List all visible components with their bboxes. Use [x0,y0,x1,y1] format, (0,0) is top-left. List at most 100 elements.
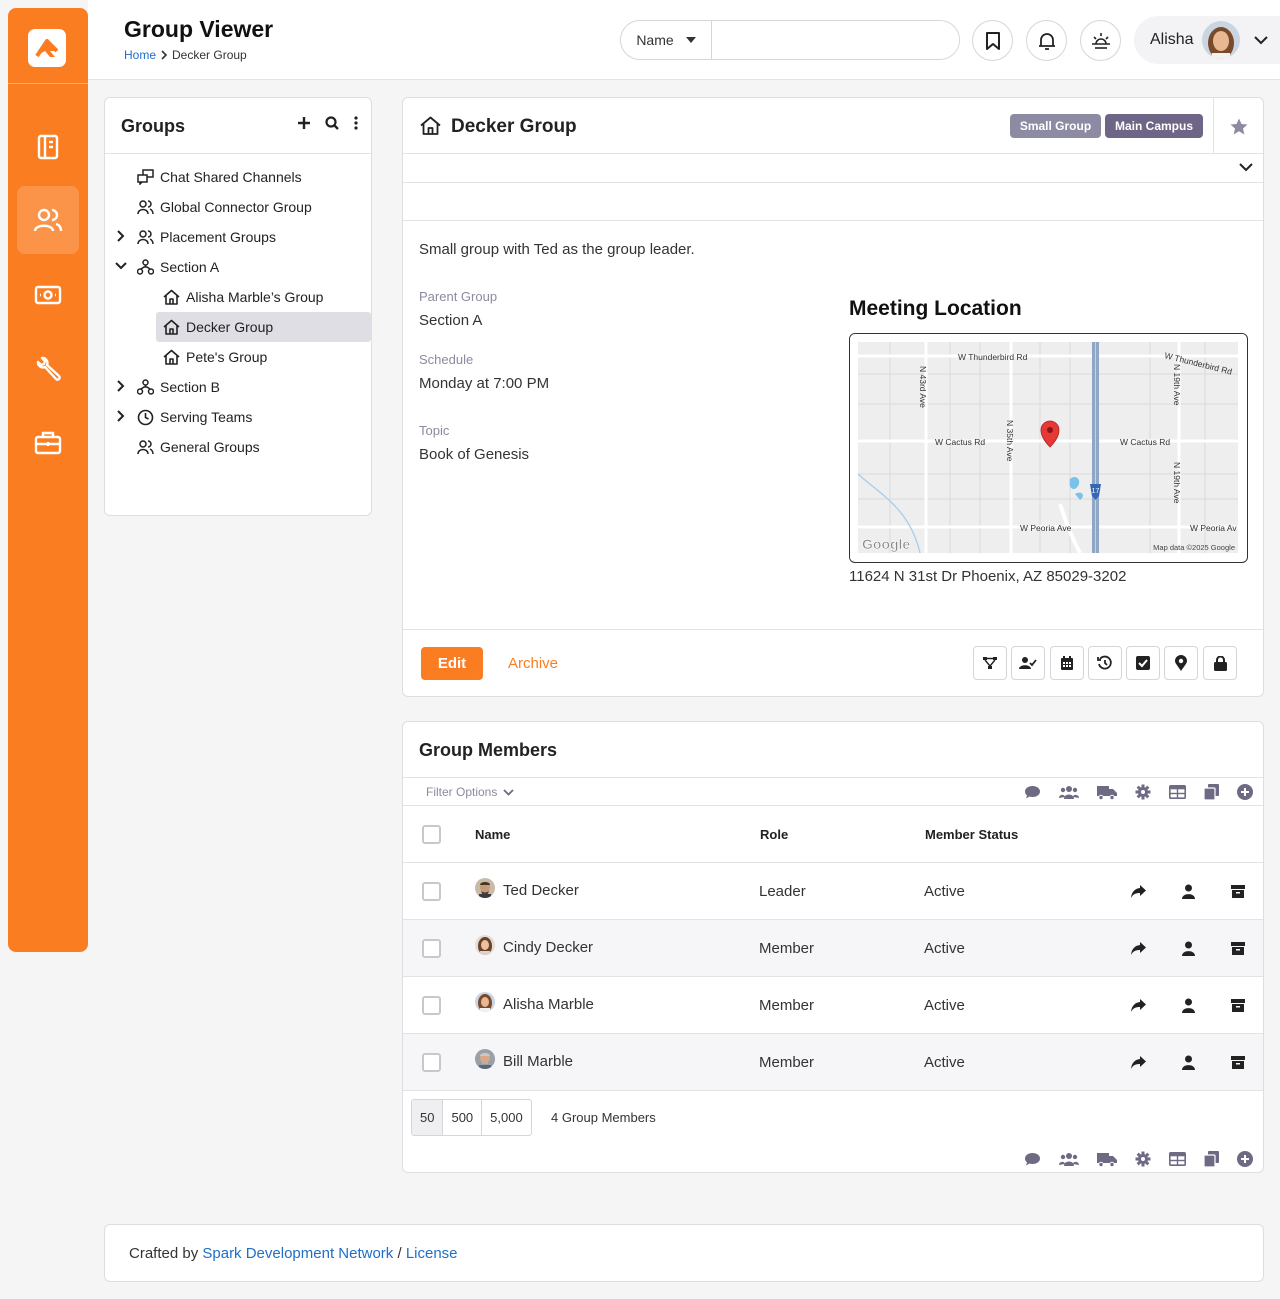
group-requirements-button[interactable] [1126,646,1160,680]
group-security-button[interactable] [1203,646,1237,680]
bookmark-button[interactable] [972,20,1013,61]
chevron-right-icon[interactable] [114,409,128,423]
lock-icon [1213,655,1227,671]
star-icon [1230,118,1247,134]
group-map-button[interactable] [973,646,1007,680]
cog-icon[interactable] [1135,1151,1151,1167]
cog-icon[interactable] [1135,784,1151,800]
finance-icon [34,285,62,305]
member-name[interactable]: Cindy Decker [503,939,594,956]
plus-circle-icon[interactable] [1237,784,1253,800]
search-icon[interactable] [325,116,339,130]
footer-link-license[interactable]: License [405,1245,458,1262]
row-checkbox[interactable] [422,1053,441,1072]
map-label-thunderbird: W Thunderbird Rd [958,352,1028,362]
user-icon [1181,998,1195,1013]
copy-icon[interactable] [1204,1151,1219,1167]
member-status: Active [924,1054,965,1071]
page-size-500[interactable]: 500 [443,1100,483,1135]
plus-circle-icon[interactable] [1237,1151,1253,1167]
member-name[interactable]: Bill Marble [503,1053,574,1070]
table-icon[interactable] [1169,785,1186,799]
truck-icon[interactable] [1097,785,1117,800]
tree-item-global-connector-group[interactable]: Global Connector Group [136,193,312,221]
search-input[interactable] [712,21,959,59]
row-checkbox[interactable] [422,882,441,901]
chevron-right-icon[interactable] [114,379,128,393]
move-member-button[interactable] [1129,996,1147,1014]
table-row[interactable]: Bill Marble Member Active [403,1034,1263,1091]
row-checkbox[interactable] [422,996,441,1015]
user-menu[interactable]: Alisha [1134,16,1280,64]
copy-icon[interactable] [1204,784,1219,800]
search-type-dropdown[interactable]: Name [621,21,712,59]
group-attendance-button[interactable] [1011,646,1045,680]
filter-options-toggle[interactable]: Filter Options [426,785,514,799]
move-member-button[interactable] [1129,882,1147,900]
group-history-button[interactable] [1088,646,1122,680]
users-icon[interactable] [1059,785,1079,799]
tree-item-decker-group[interactable]: Decker Group [162,313,273,341]
more-vertical-icon[interactable] [353,116,359,130]
table-row[interactable]: Cindy Decker Member Active [403,920,1263,977]
comment-icon[interactable] [1024,1152,1041,1167]
member-name[interactable]: Ted Decker [503,882,579,899]
view-person-button[interactable] [1179,939,1197,957]
sidebar-item-finance[interactable] [17,261,79,329]
column-header-name[interactable]: Name [475,827,511,842]
chevron-right-icon[interactable] [114,229,128,243]
archive-member-button[interactable] [1229,1053,1247,1071]
group-members-panel: Group Members Filter Options Name Role M… [402,721,1264,1173]
move-member-button[interactable] [1129,1053,1147,1071]
plus-icon[interactable] [297,116,311,130]
move-member-button[interactable] [1129,939,1147,957]
tree-item-section-b[interactable]: Section B [117,373,220,401]
page-size-5000[interactable]: 5,000 [490,1110,523,1125]
tree-item-chat-shared-channels[interactable]: Chat Shared Channels [136,163,302,191]
comment-icon[interactable] [1024,785,1041,800]
rock-logo[interactable] [28,29,66,67]
view-person-button[interactable] [1179,996,1197,1014]
group-calendar-button[interactable] [1050,646,1084,680]
tree-item-serving-teams[interactable]: Serving Teams [117,403,252,431]
archive-button[interactable]: Archive [508,655,559,672]
archive-member-button[interactable] [1229,996,1247,1014]
collapsible-strip[interactable] [403,154,1263,183]
breadcrumb-home[interactable]: Home [124,48,157,62]
tree-item-petes-group[interactable]: Pete's Group [162,343,267,371]
tree-item-placement-groups[interactable]: Placement Groups [117,223,276,251]
group-location-button[interactable] [1164,646,1198,680]
table-icon[interactable] [1169,1152,1186,1166]
sidebar-item-cms[interactable] [17,409,79,477]
users-icon[interactable] [1059,1152,1079,1166]
member-name-cell: Alisha Marble [475,991,594,1013]
table-row[interactable]: Alisha Marble Member Active [403,977,1263,1034]
table-row[interactable]: Ted Decker Leader Active [403,863,1263,920]
location-map[interactable]: 17 W Thunderbird Rd W Thunderbird Rd W C… [849,333,1248,563]
column-header-role[interactable]: Role [760,827,789,842]
tree-item-section-a[interactable]: Section A [115,253,219,281]
row-checkbox[interactable] [422,939,441,958]
edit-button[interactable]: Edit [421,647,483,680]
truck-icon[interactable] [1097,1152,1117,1167]
chevron-down-icon[interactable] [114,259,128,273]
view-person-button[interactable] [1179,1053,1197,1071]
follow-button[interactable] [1213,98,1263,154]
archive-member-button[interactable] [1229,939,1247,957]
footer-link-spark[interactable]: Spark Development Network [202,1245,394,1262]
tree-item-alisha-marbles-group[interactable]: Alisha Marble’s Group [162,283,323,311]
notifications-button[interactable] [1026,20,1067,61]
column-header-status[interactable]: Member Status [925,827,1019,842]
member-name[interactable]: Alisha Marble [503,996,594,1013]
tree-item-general-groups[interactable]: General Groups [136,433,260,461]
page-size-50[interactable]: 50 [412,1100,444,1135]
tree-item-label: Section B [160,379,220,395]
sidebar-item-people[interactable] [17,186,79,254]
archive-member-button[interactable] [1229,882,1247,900]
sidebar-item-admin-tools[interactable] [17,335,79,403]
view-person-button[interactable] [1179,882,1197,900]
chevron-right-icon [161,50,168,60]
sidebar-item-reporting[interactable] [17,113,79,181]
theme-toggle-button[interactable] [1080,20,1121,61]
select-all-checkbox[interactable] [422,825,441,844]
